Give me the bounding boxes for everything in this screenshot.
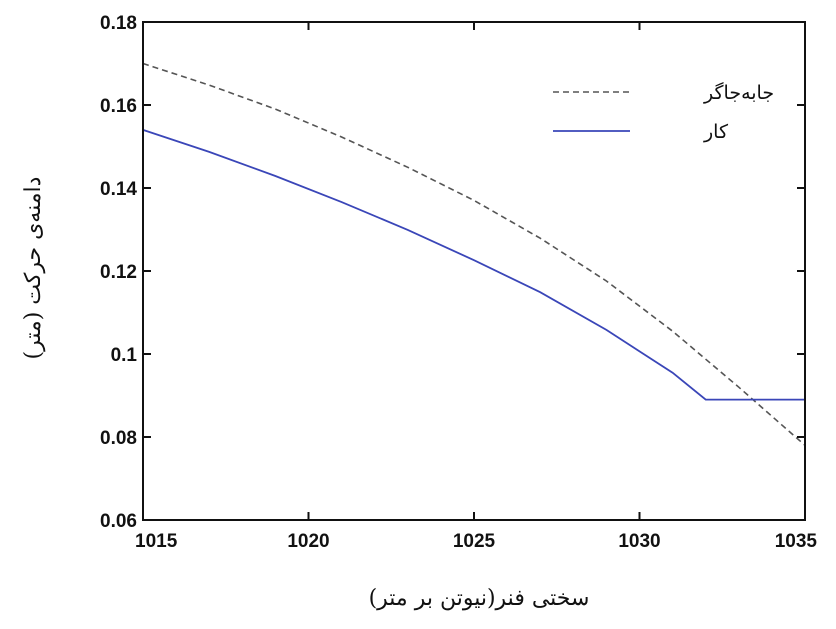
x-tick-label: 1015 [135,531,178,552]
axis-ticks: 1015 1020 1025 1030 1035 0.06 0.08 0.1 0.12 0.14 0… [100,13,817,552]
x-tick-label: 1020 [287,531,329,552]
series-line-1 [142,62,806,446]
y-tick-label: 0.18 [100,13,137,34]
plot-area [142,62,806,446]
y-tick-label: 0.12 [100,262,137,283]
y-tick-label: 0.14 [100,179,137,200]
x-tick-label: 1035 [775,531,818,552]
legend: جابه‌جاگر کار [553,81,774,143]
legend-label-1: جابه‌جاگر [703,81,774,104]
y-tick-label: 0.08 [100,428,137,449]
series-line-2 [142,129,805,401]
y-tick-label: 0.1 [111,345,138,366]
legend-label-2: کار [703,121,729,143]
y-axis-title: دامنه‌ی حرکت (متر) [21,177,46,360]
x-axis-title: سختی فنر(نیوتن بر متر) [369,586,590,611]
y-tick-label: 0.16 [100,96,137,117]
x-tick-label: 1030 [618,531,660,552]
y-tick-label: 0.06 [100,511,137,532]
x-tick-label: 1025 [453,531,496,552]
